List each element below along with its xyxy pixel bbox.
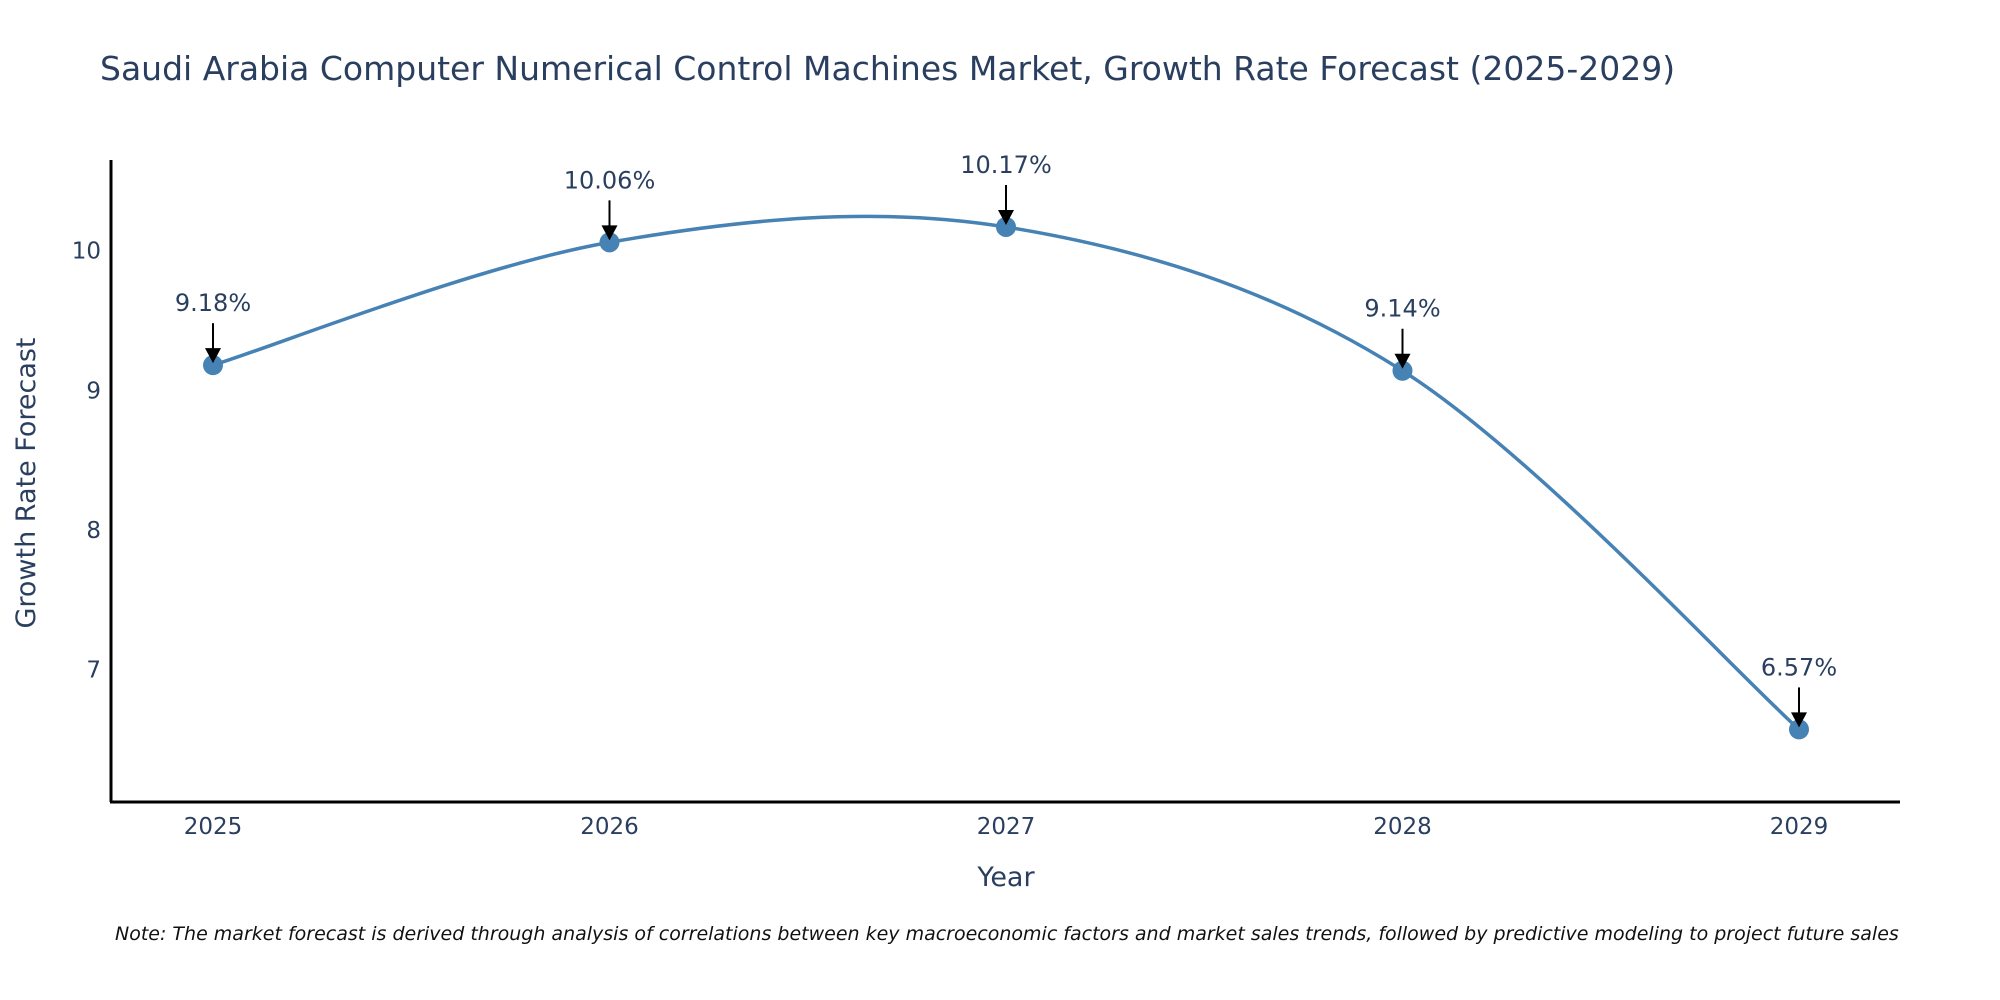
y-axis-title: Growth Rate Forecast — [11, 337, 42, 628]
x-tick-label: 2026 — [580, 814, 639, 840]
y-tick-labels: 7 8 9 10 — [72, 239, 101, 684]
data-points — [203, 216, 1809, 740]
data-label: 10.06% — [564, 166, 656, 194]
y-tick-label: 8 — [86, 518, 101, 544]
annotation-arrow-head — [1791, 712, 1807, 728]
data-point — [996, 216, 1016, 237]
x-tick-label: 2028 — [1373, 814, 1432, 840]
annotation-arrow-head — [998, 209, 1014, 225]
data-label: 6.57% — [1761, 653, 1837, 681]
data-point — [599, 232, 620, 253]
y-tick-label: 10 — [72, 239, 101, 265]
annotation-arrow-head — [205, 348, 221, 364]
x-tick-label: 2025 — [184, 814, 243, 840]
x-axis-title: Year — [976, 862, 1035, 893]
x-tick-label: 2027 — [977, 814, 1036, 840]
x-tick-label: 2029 — [1770, 814, 1829, 840]
data-point — [1392, 360, 1413, 381]
chart-title: Saudi Arabia Computer Numerical Control … — [100, 49, 1675, 88]
annotation-arrow-head — [601, 225, 618, 241]
data-label: 9.18% — [175, 289, 251, 317]
data-point — [203, 355, 223, 376]
axes — [109, 160, 1900, 804]
data-annotations: 9.18% 10.06% 10.17% 9.14% 6.57% — [175, 151, 1837, 728]
y-tick-label: 7 — [86, 657, 101, 683]
y-tick-label: 9 — [86, 378, 101, 404]
data-point — [1789, 719, 1809, 740]
data-label: 9.14% — [1364, 295, 1440, 323]
forecast-note: Note: The market forecast is derived thr… — [115, 923, 1899, 945]
x-tick-labels: 2025 2026 2027 2028 2029 — [184, 814, 1829, 840]
series-line — [212, 214, 1801, 731]
annotation-arrow-head — [1394, 353, 1411, 369]
data-label: 10.17% — [960, 151, 1052, 179]
